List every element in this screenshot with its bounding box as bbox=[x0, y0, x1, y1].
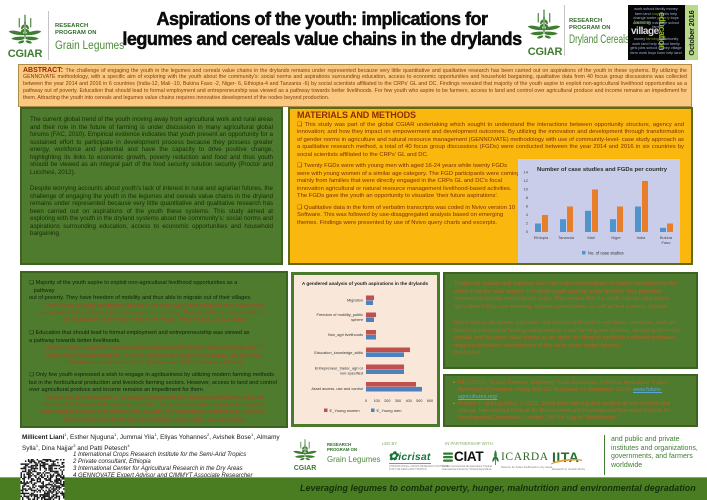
svg-text:100: 100 bbox=[374, 399, 380, 403]
svg-text:4: 4 bbox=[526, 212, 529, 217]
svg-text:India: India bbox=[637, 235, 646, 240]
svg-text:non-specified: non-specified bbox=[340, 371, 363, 376]
svg-text:Freedom of mobility_public: Freedom of mobility_public bbox=[317, 312, 364, 317]
svg-text:10: 10 bbox=[524, 187, 529, 192]
svg-text:0: 0 bbox=[365, 399, 367, 403]
svg-text:300: 300 bbox=[395, 399, 401, 403]
svg-text:2: 2 bbox=[526, 221, 529, 226]
svg-text:8: 8 bbox=[526, 195, 529, 200]
svg-text:E_Young women: E_Young women bbox=[330, 408, 360, 413]
svg-text:Faso: Faso bbox=[662, 240, 672, 245]
svg-text:Education_knowledge_skills: Education_knowledge_skills bbox=[314, 350, 363, 355]
svg-text:A gendered analysis of youth a: A gendered analysis of youth aspirations… bbox=[302, 281, 429, 286]
svg-text:12: 12 bbox=[524, 178, 529, 183]
svg-text:E_Young men: E_Young men bbox=[377, 408, 402, 413]
svg-text:600: 600 bbox=[427, 399, 433, 403]
svg-text:14: 14 bbox=[524, 170, 529, 175]
svg-text:Niger: Niger bbox=[611, 235, 621, 240]
svg-text:Tanzania: Tanzania bbox=[558, 235, 575, 240]
svg-text:Asset access, use and control: Asset access, use and control bbox=[311, 386, 363, 391]
svg-text:Number of case studies and FGD: Number of case studies and FGDs per coun… bbox=[537, 167, 668, 173]
svg-text:Non_agri livelihoods: Non_agri livelihoods bbox=[328, 332, 363, 337]
svg-text:Ethiopia: Ethiopia bbox=[534, 235, 549, 240]
svg-text:400: 400 bbox=[406, 399, 412, 403]
svg-text:Migration: Migration bbox=[347, 298, 363, 303]
svg-text:500: 500 bbox=[416, 399, 422, 403]
svg-text:Mali: Mali bbox=[587, 235, 594, 240]
svg-text:No. of case studies: No. of case studies bbox=[588, 251, 624, 256]
svg-text:Entrepreneur_trader_agri or: Entrepreneur_trader_agri or bbox=[315, 366, 364, 371]
svg-text:Bukina: Bukina bbox=[660, 235, 673, 240]
svg-text:200: 200 bbox=[384, 399, 390, 403]
svg-text:0: 0 bbox=[526, 229, 529, 234]
svg-text:6: 6 bbox=[526, 204, 529, 209]
svg-text:sphere: sphere bbox=[351, 317, 363, 322]
